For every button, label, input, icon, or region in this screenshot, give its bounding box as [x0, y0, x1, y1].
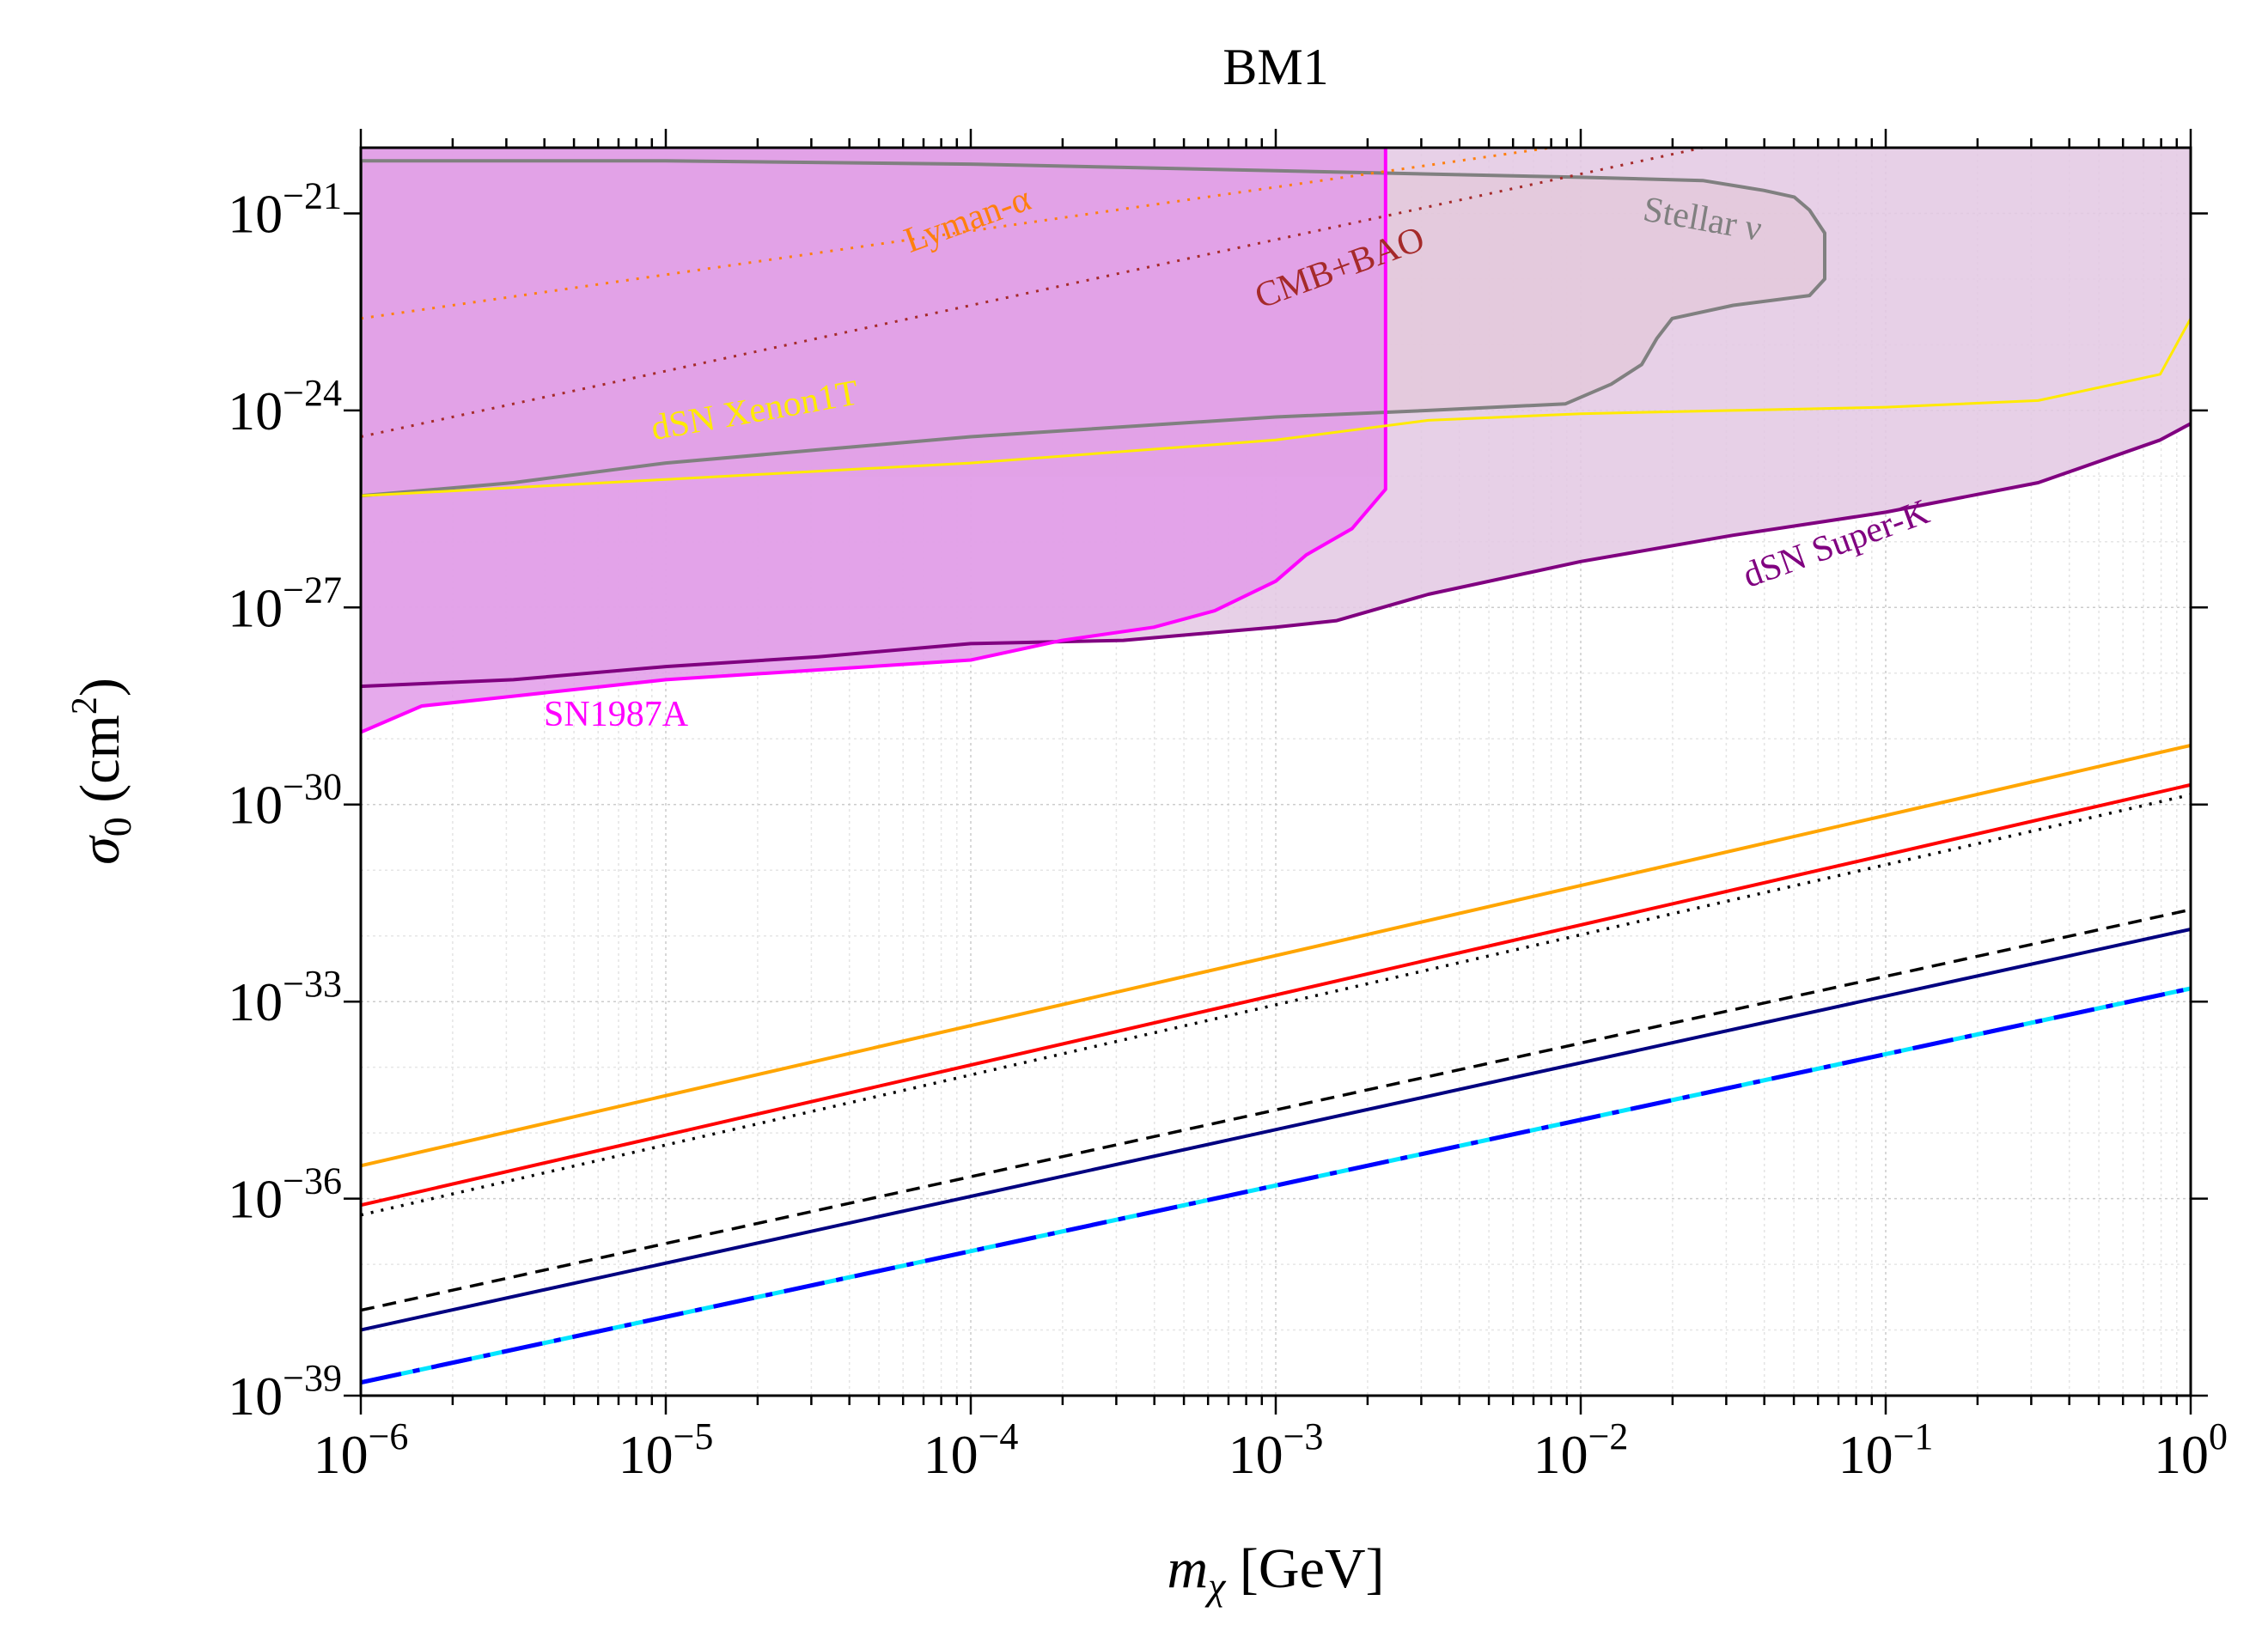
x-tick-label-base: 10 — [619, 1424, 674, 1485]
y-tick-label: 10−30 — [228, 766, 342, 836]
y-tick-label-base: 10 — [228, 577, 283, 638]
x-tick-label-base: 10 — [1533, 1424, 1588, 1485]
series-dsn-xenon1t — [361, 318, 2191, 497]
axes: 10−6 10−5 10−4 10−3 10−2 10−1 10010−3910−3610−… — [228, 129, 2228, 1485]
x-axis-label-subscript: χ — [1204, 1564, 1227, 1608]
region-outline-stellar — [361, 159, 1826, 498]
x-tick-label-base: 10 — [1228, 1424, 1283, 1485]
y-tick-label-base: 10 — [228, 1366, 283, 1427]
y-tick-label-exponent: −27 — [283, 569, 342, 611]
series-black-dotted-line — [361, 793, 2191, 1217]
y-tick-label: 10−39 — [228, 1357, 342, 1427]
x-tick-label: 100 — [2154, 1415, 2228, 1485]
x-tick-label-exponent: −1 — [1893, 1415, 1934, 1457]
y-tick-label: 10−33 — [228, 963, 342, 1032]
series-cmb-bao — [361, 148, 1704, 438]
x-tick-label-exponent: −2 — [1588, 1415, 1629, 1457]
x-axis-label-unit: [GeV] — [1225, 1537, 1384, 1600]
region-outline-sn1987a — [361, 148, 1387, 734]
y-tick-label: 10−27 — [228, 569, 342, 638]
x-tick-label-base: 10 — [2154, 1424, 2209, 1485]
x-tick-label: 10−3 — [1228, 1415, 1324, 1485]
x-tick-label-exponent: −3 — [1283, 1415, 1324, 1457]
y-tick-label-base: 10 — [228, 775, 283, 836]
series-lyman — [361, 148, 1551, 320]
y-tick-label-exponent: −33 — [283, 963, 342, 1005]
y-tick-label-base: 10 — [228, 971, 283, 1032]
x-tick-label-exponent: 0 — [2209, 1415, 2228, 1457]
y-axis-label-superscript: 2 — [65, 697, 105, 715]
region-sn1987a — [361, 148, 1386, 733]
y-tick-label-base: 10 — [228, 184, 283, 245]
x-tick-label-base: 10 — [314, 1424, 369, 1485]
x-tick-label-base: 10 — [924, 1424, 979, 1485]
region-outline-dsn-super-k — [361, 422, 2191, 689]
y-tick-label-exponent: −36 — [283, 1160, 342, 1202]
series-red-line — [361, 782, 2191, 1208]
chart-title: BM1 — [1222, 39, 1328, 95]
x-tick-label: 10−1 — [1838, 1415, 1934, 1485]
y-tick-label: 10−36 — [228, 1160, 342, 1230]
x-axis-label-symbol: m — [1168, 1537, 1209, 1600]
y-tick-label-exponent: −21 — [283, 175, 342, 217]
y-tick-label: 10−24 — [228, 372, 342, 441]
constraint-regions — [361, 148, 2191, 734]
x-tick-label: 10−2 — [1533, 1415, 1629, 1485]
x-tick-label-exponent: −6 — [369, 1415, 409, 1457]
y-axis-label-close: ) — [69, 678, 131, 697]
x-axis-label: mχ [GeV] — [1168, 1537, 1385, 1608]
x-tick-label-exponent: −4 — [979, 1415, 1019, 1457]
x-tick-label-exponent: −5 — [674, 1415, 714, 1457]
y-axis-label-subscript: 0 — [95, 817, 139, 837]
y-tick-label-exponent: −30 — [283, 766, 342, 808]
series-orange-line — [361, 743, 2191, 1168]
x-tick-label: 10−5 — [619, 1415, 714, 1485]
y-axis-label: σ0 (cm2) — [65, 678, 139, 865]
series-blue-dash-dot-line — [361, 986, 2191, 1385]
x-tick-label: 10−4 — [924, 1415, 1019, 1485]
y-tick-label: 10−21 — [228, 175, 342, 245]
x-tick-label: 10−6 — [314, 1415, 409, 1485]
x-tick-label-base: 10 — [1838, 1424, 1893, 1485]
y-tick-label-exponent: −24 — [283, 372, 342, 414]
y-axis-label-symbol: σ — [69, 835, 131, 865]
series-navy-line — [361, 928, 2191, 1332]
y-tick-label-base: 10 — [228, 380, 283, 441]
y-axis-label-unit: (cm — [69, 715, 131, 817]
y-tick-label-exponent: −39 — [283, 1357, 342, 1399]
annotation-sn1987a: SN1987A — [544, 695, 689, 734]
series-lines — [361, 148, 2191, 1385]
y-tick-label-base: 10 — [228, 1169, 283, 1230]
